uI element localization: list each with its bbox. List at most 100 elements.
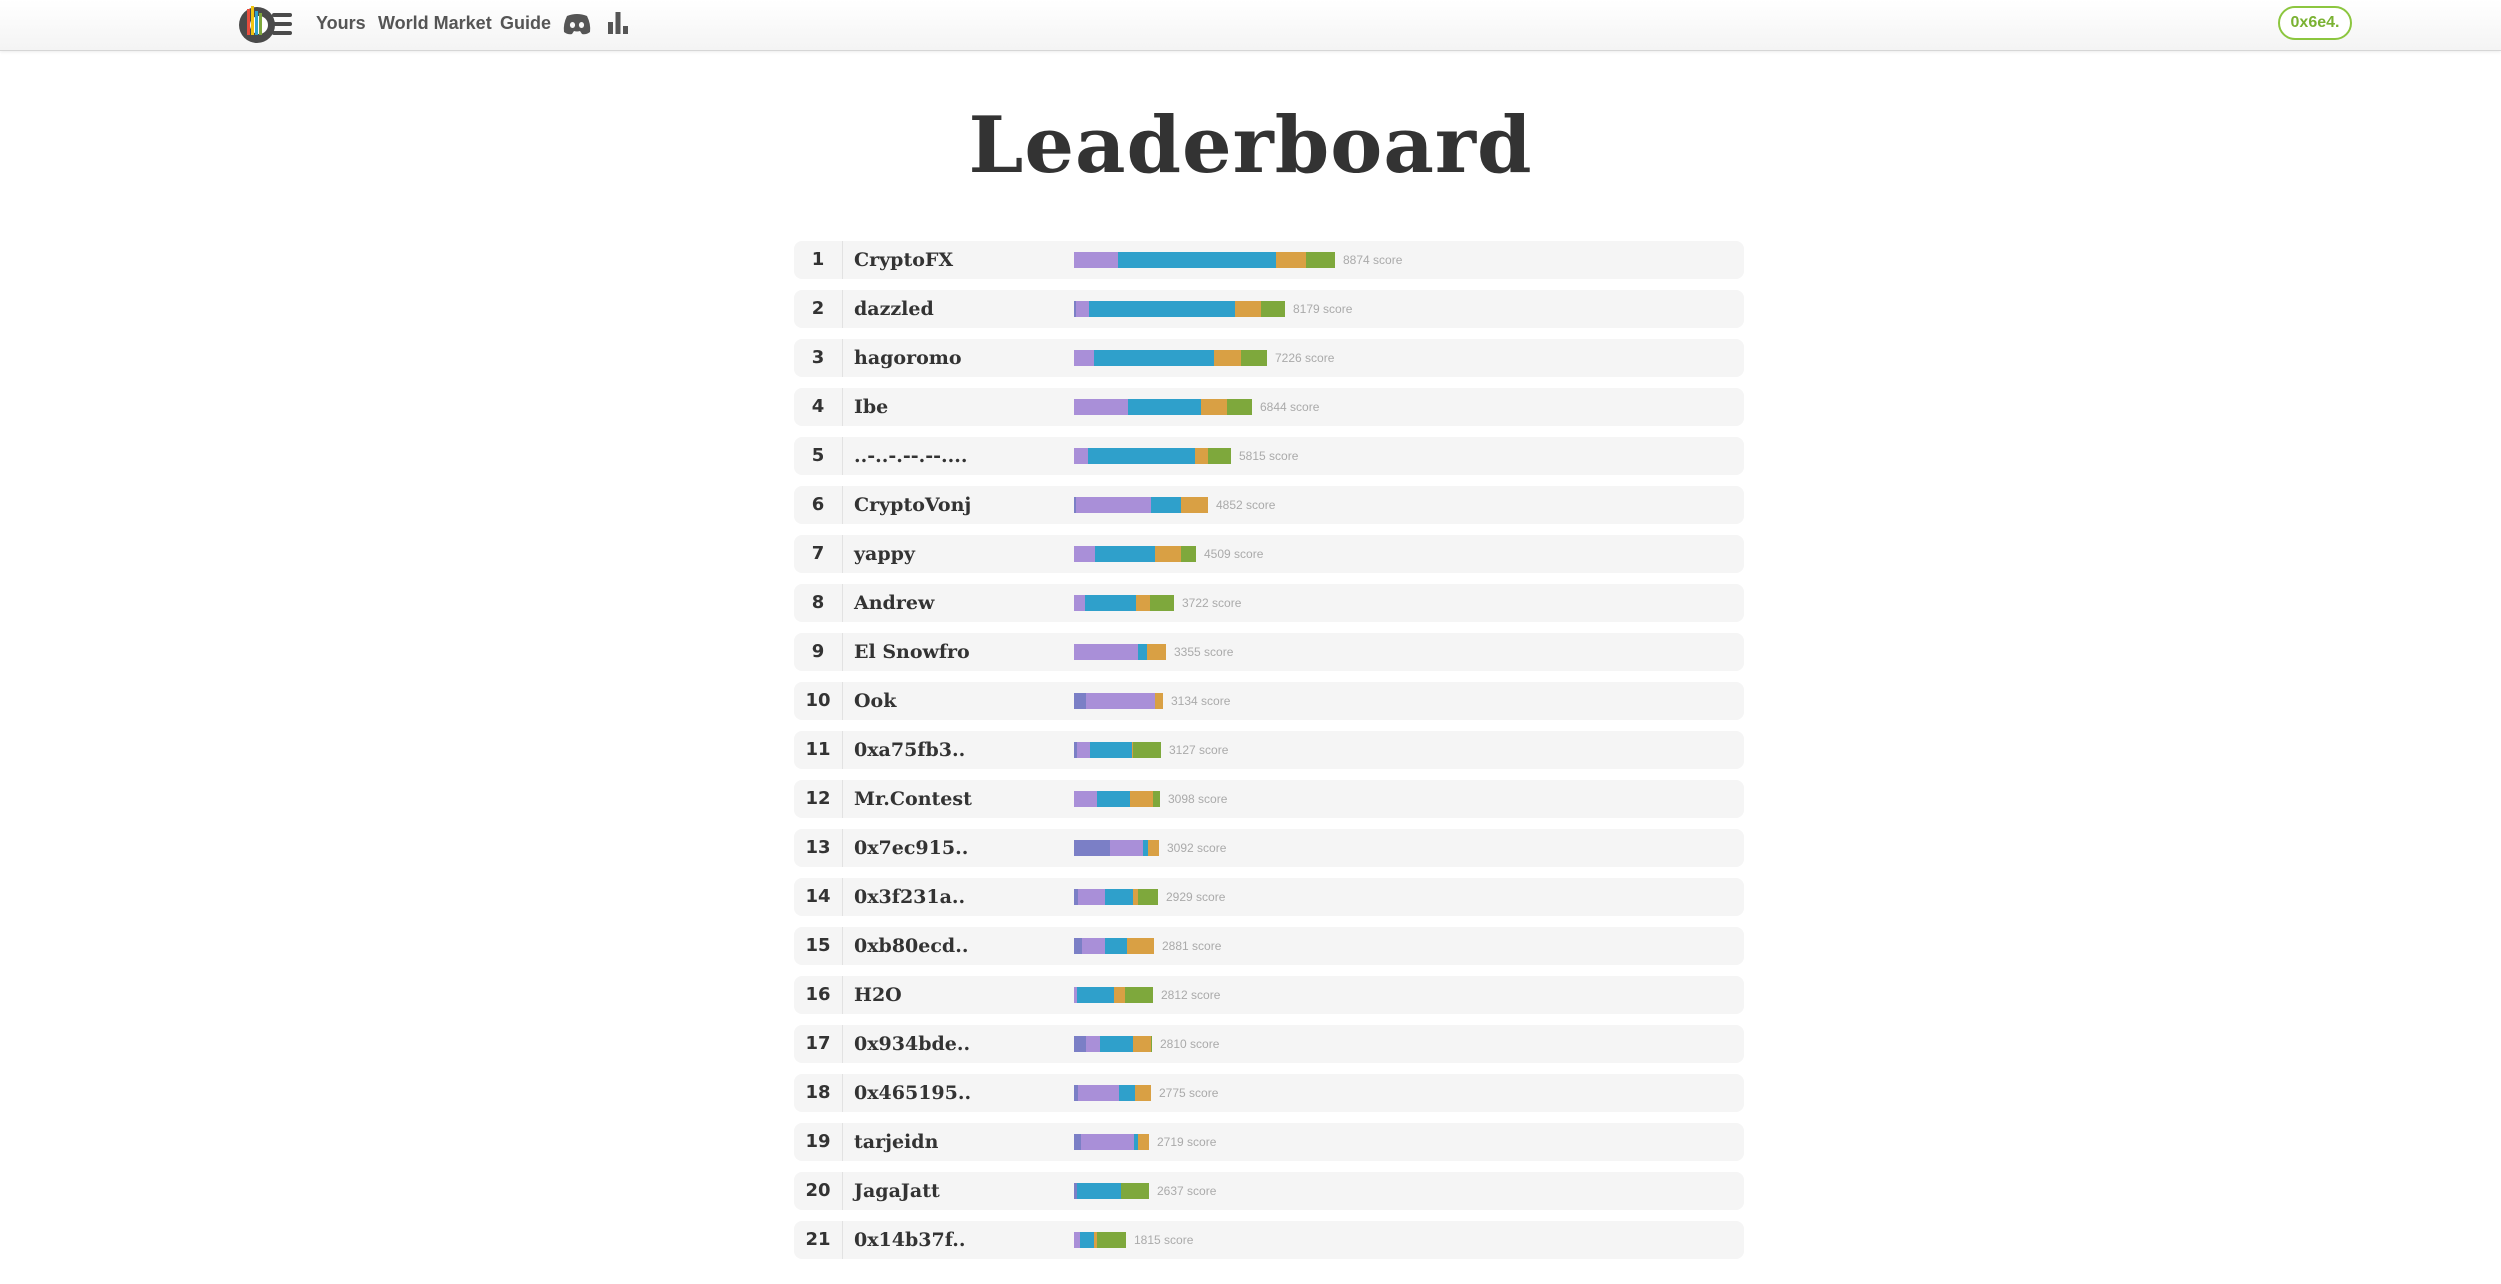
player-name[interactable]: Mr.Contest — [854, 788, 972, 810]
score-suffix: score — [1201, 694, 1231, 708]
player-name[interactable]: 0x7ec915.. — [854, 837, 969, 859]
score-value: 2881 — [1162, 939, 1189, 953]
score-segment-green — [1121, 1183, 1149, 1199]
score-segment-indigo — [1074, 742, 1077, 758]
leaderboard-row[interactable]: 15 0xb80ecd.. 2881 score — [794, 927, 1744, 965]
leaderboard-row[interactable]: 10 Ook 3134 score — [794, 682, 1744, 720]
rank-number: 13 — [794, 829, 843, 867]
score-value: 3722 — [1182, 596, 1209, 610]
player-name[interactable]: 0x465195.. — [854, 1082, 972, 1104]
rank-number: 21 — [794, 1221, 843, 1259]
score-suffix: score — [1269, 449, 1299, 463]
stats-icon[interactable] — [606, 10, 630, 36]
leaderboard-row[interactable]: 11 0xa75fb3.. 3127 score — [794, 731, 1744, 769]
score-breakdown-bar — [1074, 1036, 1152, 1052]
score-segment-green — [1150, 595, 1174, 611]
player-name[interactable]: 0xb80ecd.. — [854, 935, 969, 957]
score-value: 6844 — [1260, 400, 1287, 414]
score-value: 5815 — [1239, 449, 1266, 463]
score-label: 8179 score — [1293, 290, 1352, 328]
player-name[interactable]: 0x934bde.. — [854, 1033, 971, 1055]
score-breakdown-bar — [1074, 938, 1154, 954]
rank-number: 14 — [794, 878, 843, 916]
leaderboard-row[interactable]: 8 Andrew 3722 score — [794, 584, 1744, 622]
score-segment-orange — [1094, 1232, 1097, 1248]
site-logo-icon[interactable] — [238, 3, 296, 45]
score-breakdown-bar — [1074, 889, 1158, 905]
score-segment-orange — [1181, 497, 1208, 513]
player-name[interactable]: 0x14b37f.. — [854, 1229, 966, 1251]
score-segment-green — [1138, 889, 1158, 905]
score-segment-blue — [1105, 938, 1127, 954]
leaderboard-row[interactable]: 13 0x7ec915.. 3092 score — [794, 829, 1744, 867]
player-name[interactable]: CryptoVonj — [854, 494, 972, 516]
nav-link-world-market[interactable]: World Market — [378, 13, 492, 33]
score-breakdown-bar — [1074, 1183, 1149, 1199]
leaderboard-row[interactable]: 5 ..-..-.--.--.... 5815 score — [794, 437, 1744, 475]
leaderboard-row[interactable]: 9 El Snowfro 3355 score — [794, 633, 1744, 671]
player-name[interactable]: 0x3f231a.. — [854, 886, 966, 908]
score-segment-blue — [1095, 546, 1155, 562]
score-segment-orange — [1155, 546, 1181, 562]
score-breakdown-bar — [1074, 693, 1163, 709]
score-segment-orange — [1155, 693, 1163, 709]
player-name[interactable]: JagaJatt — [854, 1180, 940, 1202]
score-segment-orange — [1132, 742, 1133, 758]
score-segment-indigo — [1074, 938, 1082, 954]
leaderboard-row[interactable]: 14 0x3f231a.. 2929 score — [794, 878, 1744, 916]
player-name[interactable]: ..-..-.--.--.... — [854, 445, 968, 467]
player-name[interactable]: tarjeidn — [854, 1131, 939, 1153]
score-segment-orange — [1133, 889, 1138, 905]
score-suffix: score — [1164, 1233, 1194, 1247]
leaderboard-row[interactable]: 19 tarjeidn 2719 score — [794, 1123, 1744, 1161]
leaderboard-row[interactable]: 1 CryptoFX 8874 score — [794, 241, 1744, 279]
score-segment-indigo — [1074, 1085, 1078, 1101]
score-segment-orange — [1127, 938, 1154, 954]
player-name[interactable]: H2O — [854, 984, 902, 1006]
score-segment-lavender — [1074, 448, 1088, 464]
leaderboard-row[interactable]: 4 Ibe 6844 score — [794, 388, 1744, 426]
score-suffix: score — [1187, 1135, 1217, 1149]
nav-link-guide[interactable]: Guide — [500, 13, 552, 33]
leaderboard-row[interactable]: 21 0x14b37f.. 1815 score — [794, 1221, 1744, 1259]
score-label: 3355 score — [1174, 633, 1233, 671]
rank-number: 20 — [794, 1172, 843, 1210]
leaderboard-row[interactable]: 16 H2O 2812 score — [794, 976, 1744, 1014]
leaderboard-row[interactable]: 2 dazzled 8179 score — [794, 290, 1744, 328]
score-value: 2719 — [1157, 1135, 1184, 1149]
nav-link-yours[interactable]: Yours — [316, 13, 366, 33]
leaderboard-row[interactable]: 3 hagoromo 7226 score — [794, 339, 1744, 377]
discord-icon[interactable] — [562, 12, 592, 36]
player-name[interactable]: CryptoFX — [854, 249, 954, 271]
leaderboard-row[interactable]: 17 0x934bde.. 2810 score — [794, 1025, 1744, 1063]
account-button[interactable]: 0x6e4. — [2278, 6, 2352, 40]
leaderboard-row[interactable]: 12 Mr.Contest 3098 score — [794, 780, 1744, 818]
score-segment-blue — [1128, 399, 1201, 415]
score-segment-green — [1133, 742, 1161, 758]
player-name[interactable]: Andrew — [854, 592, 935, 614]
rank-number: 1 — [794, 241, 843, 279]
top-navigation-bar: Yours World Market Guide 0x6e4. — [0, 0, 2501, 51]
score-breakdown-bar — [1074, 399, 1252, 415]
player-name[interactable]: dazzled — [854, 298, 934, 320]
player-name[interactable]: Ook — [854, 690, 897, 712]
leaderboard-row[interactable]: 18 0x465195.. 2775 score — [794, 1074, 1744, 1112]
leaderboard-row[interactable]: 20 JagaJatt 2637 score — [794, 1172, 1744, 1210]
player-name[interactable]: yappy — [854, 543, 915, 565]
leaderboard-row[interactable]: 6 CryptoVonj 4852 score — [794, 486, 1744, 524]
score-segment-indigo — [1074, 889, 1078, 905]
score-value: 2810 — [1160, 1037, 1187, 1051]
player-name[interactable]: hagoromo — [854, 347, 962, 369]
score-value: 2775 — [1159, 1086, 1186, 1100]
score-segment-orange — [1214, 350, 1241, 366]
score-segment-green — [1151, 1036, 1152, 1052]
score-label: 2719 score — [1157, 1123, 1216, 1161]
player-name[interactable]: 0xa75fb3.. — [854, 739, 966, 761]
leaderboard-row[interactable]: 7 yappy 4509 score — [794, 535, 1744, 573]
player-name[interactable]: El Snowfro — [854, 641, 970, 663]
player-name[interactable]: Ibe — [854, 396, 889, 418]
score-suffix: score — [1196, 890, 1226, 904]
score-segment-lavender — [1081, 1134, 1134, 1150]
score-segment-green — [1097, 1232, 1126, 1248]
score-segment-green — [1208, 448, 1231, 464]
